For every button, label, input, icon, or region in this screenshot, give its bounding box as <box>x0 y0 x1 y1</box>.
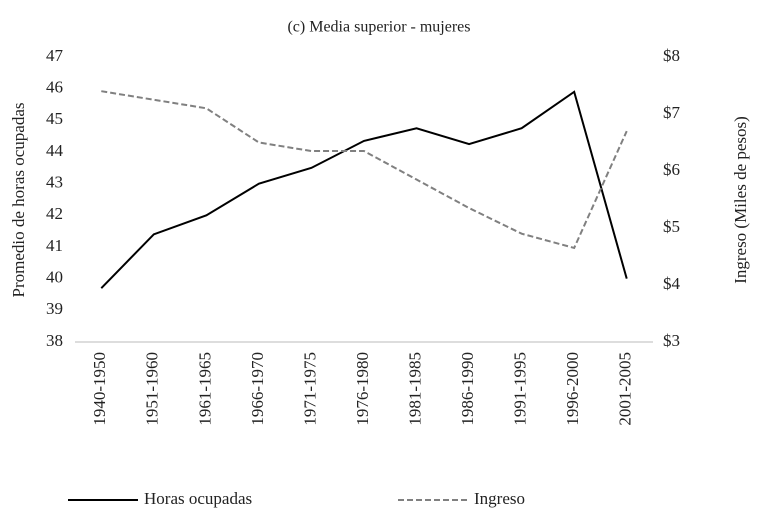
x-tick-label: 1991-1995 <box>511 352 530 426</box>
y-tick-label: 46 <box>46 78 63 97</box>
y-tick-label: 41 <box>46 236 63 255</box>
legend-label: Ingreso <box>474 489 525 508</box>
y2-tick-label: $7 <box>663 103 681 122</box>
chart-title: (c) Media superior - mujeres <box>287 19 470 36</box>
x-tick-label: 2001-2005 <box>616 352 635 426</box>
y2-tick-label: $6 <box>663 160 680 179</box>
y2-tick-label: $5 <box>663 217 680 236</box>
y-tick-label: 38 <box>46 331 63 350</box>
y2-tick-label: $3 <box>663 331 680 350</box>
x-tick-label: 1940-1950 <box>90 352 109 426</box>
y2-tick-label: $8 <box>663 46 680 65</box>
x-tick-label: 1971-1975 <box>300 352 319 426</box>
x-tick-label: 1996-2000 <box>563 352 582 426</box>
legend-label: Horas ocupadas <box>144 489 252 508</box>
y-tick-label: 42 <box>46 204 63 223</box>
y2-axis-title: Ingreso (Miles de pesos) <box>731 116 750 284</box>
x-tick-label: 1981-1985 <box>405 352 424 426</box>
y-tick-label: 45 <box>46 109 63 128</box>
x-tick-label: 1961-1965 <box>195 352 214 426</box>
y-tick-label: 44 <box>46 141 64 160</box>
y-tick-label: 43 <box>46 173 63 192</box>
x-tick-label: 1966-1970 <box>248 352 267 426</box>
x-tick-label: 1986-1990 <box>458 352 477 426</box>
x-tick-label: 1951-1960 <box>143 352 162 426</box>
x-tick-label: 1976-1980 <box>353 352 372 426</box>
y-tick-label: 39 <box>46 299 63 318</box>
y2-tick-label: $4 <box>663 274 681 293</box>
line-series <box>101 90 628 250</box>
line-series <box>100 90 628 289</box>
y-tick-label: 40 <box>46 268 63 287</box>
y-axis-title: Promedio de horas ocupadas <box>9 103 28 298</box>
y-tick-label: 47 <box>46 46 64 65</box>
